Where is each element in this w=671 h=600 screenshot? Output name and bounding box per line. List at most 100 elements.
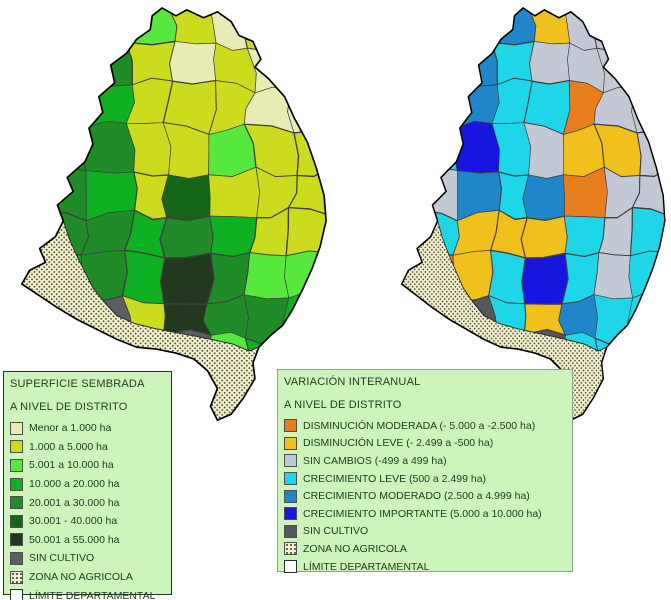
district [424, 165, 458, 222]
legend-items: DISMINUCIÓN MODERADA (- 5.000 a -2.500 h… [284, 417, 568, 575]
district [291, 7, 327, 58]
legend-item: LÍMITE DEPARTAMENTAL [10, 586, 167, 600]
legend-item-label: 1.000 a 5.000 ha [29, 440, 108, 453]
legend-item-label: CRECIMIENTO MODERADO (2.500 a 4.999 ha) [303, 490, 530, 503]
legend-item-label: LÍMITE DEPARTAMENTAL [303, 560, 430, 573]
district [452, 41, 498, 88]
district [48, 84, 86, 135]
legend-item: LÍMITE DEPARTAMENTAL [284, 558, 568, 576]
district [593, 252, 634, 300]
district [453, 7, 498, 49]
choropleth-map-superficie-sembrada [20, 7, 327, 421]
district [627, 290, 665, 349]
legend-item: 1.000 a 5.000 ha [10, 438, 167, 457]
legend-swatch-outline [10, 589, 23, 600]
legend-swatch-color [10, 496, 23, 510]
legend-item-label: SIN CULTIVO [29, 552, 95, 565]
legend-swatch-dots [284, 542, 297, 556]
province-outline [20, 7, 327, 421]
district [419, 36, 458, 94]
district [401, 88, 430, 136]
legend-item-label: 30.001 - 40.000 ha [29, 515, 118, 528]
legend-item-label: CRECIMIENTO IMPORTANTE (5.000 a 10.000 h… [303, 507, 542, 520]
district [401, 7, 430, 45]
legend-swatch-color [284, 507, 297, 521]
legend-swatch-outline [284, 560, 297, 574]
legend-item: CRECIMIENTO MODERADO (2.500 a 4.999 ha) [284, 487, 568, 505]
district [488, 249, 527, 305]
district [21, 7, 54, 45]
district [520, 215, 568, 259]
legend-item: 20.001 a 30.000 ha [10, 493, 167, 512]
district [21, 295, 51, 349]
district [42, 36, 87, 94]
legend-item: CRECIMIENTO LEVE (500 a 2.499 ha) [284, 470, 568, 488]
legend-item-label: DISMINUCIÓN LEVE (- 2.499 a -500 ha) [303, 437, 494, 450]
district [243, 252, 290, 300]
district [424, 127, 459, 172]
district [521, 252, 569, 305]
district [529, 41, 571, 85]
legend-swatch-color [284, 489, 297, 503]
district [21, 129, 56, 175]
district [47, 127, 87, 172]
district [21, 165, 51, 219]
district [47, 165, 87, 222]
district [591, 7, 637, 53]
legend-item-label: DISMINUCIÓN MODERADA (- 5.000 a -2.500 h… [303, 419, 536, 432]
legend-item-label: 5.001 a 10.000 ha [29, 459, 114, 472]
legend-swatch-color [10, 458, 23, 472]
district [638, 384, 665, 421]
district [293, 125, 327, 178]
district [45, 7, 88, 45]
district [121, 249, 166, 305]
legend-item-label: 50.001 a 55.000 ha [29, 533, 120, 546]
legend-swatch-color [284, 454, 297, 468]
district [593, 379, 643, 421]
legend-item-label: LÍMITE DEPARTAMENTAL [29, 589, 156, 600]
district [282, 290, 327, 349]
legend-subtitle: A NIVEL DE DISTRITO [284, 399, 402, 411]
district [401, 165, 427, 219]
district [167, 7, 217, 45]
district [422, 7, 459, 45]
legend-swatch-color [284, 472, 297, 486]
district [401, 38, 426, 94]
legend-item: SIN CAMBIOS (-499 a 499 ha) [284, 452, 568, 470]
legend-item-label: SIN CULTIVO [303, 525, 369, 538]
legend-title: VARIACIÓN INTERANUAL [284, 376, 421, 388]
legend-item: 10.000 a 20.000 ha [10, 475, 167, 494]
district [160, 252, 215, 305]
district [528, 7, 571, 45]
district [21, 88, 55, 136]
legend-item-label: Menor a 1.000 ha [29, 422, 112, 435]
legend-item: 50.001 a 55.000 ha [10, 531, 167, 550]
district [636, 125, 665, 178]
district [634, 49, 665, 90]
district [522, 174, 565, 221]
district [159, 215, 215, 259]
legend-item: SIN CULTIVO [284, 523, 568, 541]
legend-item: 30.001 - 40.000 ha [10, 512, 167, 531]
legend-items: Menor a 1.000 ha 1.000 a 5.000 ha 5.001 a … [10, 419, 167, 600]
district [80, 41, 133, 88]
legend-item: ZONA NO AGRICOLA [284, 540, 568, 558]
district [401, 129, 431, 175]
district [631, 83, 665, 134]
district [209, 215, 258, 257]
legend-variacion-interanual: VARIACIÓN INTERANUAL A NIVEL DE DISTRITO… [277, 369, 573, 575]
legend-item: DISMINUCIÓN LEVE (- 2.499 a -500 ha) [284, 435, 568, 453]
legend-subtitle: A NIVEL DE DISTRITO [10, 401, 128, 413]
legend-swatch-color [10, 440, 23, 454]
district [169, 41, 217, 85]
district [630, 345, 665, 390]
legend-item: ZONA NO AGRICOLA [10, 568, 167, 587]
legend-item: 5.001 a 10.000 ha [10, 456, 167, 475]
district [21, 38, 50, 94]
legend-item: CRECIMIENTO IMPORTANTE (5.000 a 10.000 h… [284, 505, 568, 523]
district [241, 7, 294, 53]
district [401, 295, 427, 349]
legend-swatch-color [284, 524, 297, 538]
legend-swatch-color [10, 421, 23, 435]
